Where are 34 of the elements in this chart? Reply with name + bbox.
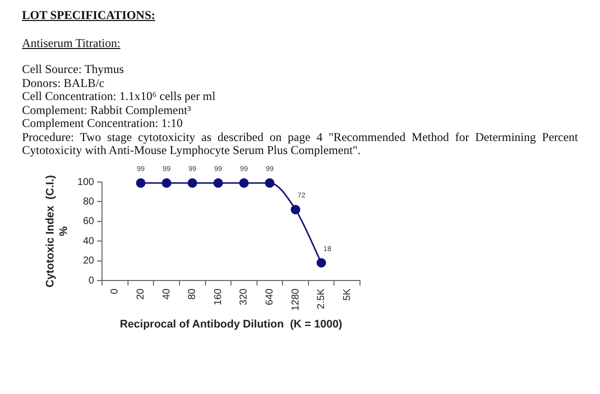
x-tick-label: 1280: [290, 288, 302, 311]
text: Donors: BALB/c: [22, 76, 104, 90]
text: Cell Concentration: 1.1x10⁶ cells per ml: [22, 89, 216, 104]
text: Complement: Rabbit Complement³: [22, 102, 192, 117]
point: [239, 178, 249, 188]
y-tick-label: 20: [82, 256, 95, 267]
text: Cell Source: Thymus: [22, 62, 125, 76]
y-axis-title: Cytotoxic Index (C.I.) %: [44, 174, 70, 288]
point: [136, 178, 146, 188]
x-tick-label: 5K: [342, 288, 353, 301]
y-tick-label: 80: [82, 196, 95, 208]
text: Procedure: Two stage cytotoxicity as described on page 4 "Recommended Method for Determining Percent Cytotoxicity with Anti-Mouse Lymphocyte Serum Plus Complement".: [22, 130, 578, 158]
y-tick-label: 60: [82, 216, 95, 228]
x-tick-label: 160: [212, 288, 224, 306]
x-tick-label: 640: [264, 288, 276, 306]
x-tick-label: 80: [187, 288, 198, 300]
x-tick-label: 2.5K: [316, 288, 328, 310]
point: [162, 178, 172, 188]
x-tick-label: 320: [238, 288, 250, 306]
y-tick-label: 0: [88, 275, 95, 286]
text: Complement Concentration: 1:10: [22, 116, 183, 130]
x-tick-label: 0: [110, 288, 121, 294]
point: [290, 204, 300, 214]
y-tick-label: 40: [82, 236, 95, 247]
point: [316, 258, 326, 268]
x-tick-label: 20: [136, 288, 147, 300]
chart-subtitle: Antiserum Titration:: [22, 36, 120, 51]
point: [213, 178, 223, 188]
y-tick-label: 100: [77, 176, 95, 188]
x-axis-title: Reciprocal of Antibody Dilution (K = 1000): [120, 318, 343, 330]
point: [264, 178, 274, 188]
point: [188, 178, 198, 188]
x-tick-label: 40: [161, 288, 172, 300]
chart-title: LOT SPECIFICATIONS:: [22, 8, 156, 23]
